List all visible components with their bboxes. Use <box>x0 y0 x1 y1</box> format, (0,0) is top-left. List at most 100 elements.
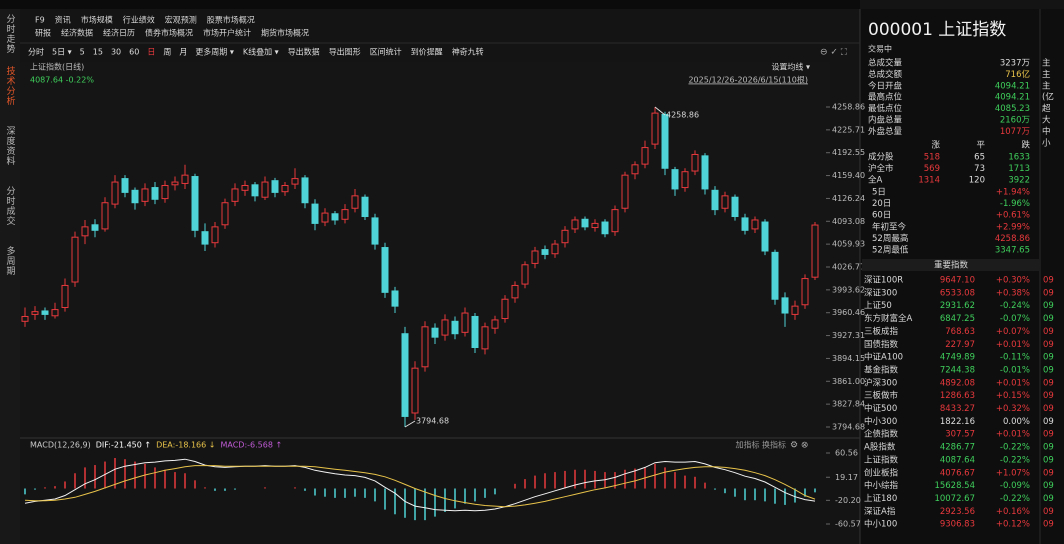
menu-item[interactable]: 经济日历 <box>103 28 135 38</box>
menu-item[interactable]: 行业绩效 <box>123 15 155 25</box>
index-name[interactable]: 沪深300 <box>864 377 897 388</box>
index-change: -0.22% <box>1000 455 1030 465</box>
menu-item[interactable]: 经济数据 <box>61 28 93 38</box>
index-change: +0.38% <box>996 288 1030 298</box>
breadth-value: 65 <box>974 153 985 163</box>
date-range: 2025/12/26-2026/6/15(110根) <box>688 75 808 85</box>
toolbar-item[interactable]: 导出数据 <box>288 47 320 57</box>
y-tick-label: -20.20 <box>835 496 861 505</box>
index-price: 6847.25 <box>940 314 975 324</box>
index-change: 0.00% <box>1003 417 1030 427</box>
stat-value: 716亿 <box>1005 69 1030 80</box>
candle-body <box>731 196 739 218</box>
candle-body <box>501 298 509 320</box>
index-name[interactable]: 深证300 <box>864 288 897 298</box>
candle-body <box>71 236 79 283</box>
toolbar-item[interactable]: 到价提醒 <box>411 47 443 57</box>
index-change: +0.15% <box>996 391 1030 401</box>
candle-body <box>561 229 569 244</box>
toolbar-item[interactable]: 60 <box>129 48 139 57</box>
y-tick-label: 4159.40 <box>832 171 865 180</box>
y-tick-label: 3993.62 <box>832 285 865 294</box>
breadth-value: 3922 <box>1008 176 1030 186</box>
index-name[interactable]: 创业板指 <box>864 467 899 478</box>
candle-body <box>21 315 29 322</box>
perf-value: 3347.65 <box>995 246 1030 256</box>
index-name[interactable]: 深证100R <box>864 276 903 286</box>
sidebar-tab[interactable]: 深度资料 <box>5 126 16 166</box>
menu-item[interactable]: 宏观预测 <box>165 15 197 25</box>
index-name[interactable]: 中小100 <box>864 519 897 530</box>
y-tick-label: 3861.00 <box>832 377 865 386</box>
index-name[interactable]: 东方财富全A <box>864 313 913 324</box>
macd-tools[interactable]: 加指标 换指标 <box>735 440 786 450</box>
index-change: -0.24% <box>1000 301 1030 311</box>
menu-item[interactable]: 研报 <box>35 28 51 38</box>
candle-body <box>211 226 219 244</box>
index-name[interactable]: 深证A指 <box>864 506 896 517</box>
clipped-text: 09 <box>1043 430 1054 440</box>
sidebar-tab[interactable]: 多周期 <box>5 245 16 276</box>
sidebar-tab[interactable]: 技术分析 <box>5 65 16 106</box>
candle-body <box>641 147 649 165</box>
index-name[interactable]: 三板做市 <box>864 390 899 401</box>
clipped-text: 主 <box>1042 69 1051 80</box>
breadth-header: 涨 <box>931 140 940 151</box>
index-name[interactable]: 上证180 <box>864 494 897 504</box>
index-price: 4076.67 <box>940 468 975 478</box>
y-tick-label: 19.17 <box>835 473 858 482</box>
ma-setting[interactable]: 设置均线 ▾ <box>771 62 810 72</box>
perf-value: 4258.86 <box>995 234 1030 244</box>
toolbar-item[interactable]: 月 <box>179 48 187 57</box>
index-name[interactable]: 中小300 <box>864 416 897 427</box>
index-header: 重要指数 <box>934 260 969 271</box>
toolbar-item[interactable]: 导出图形 <box>329 47 361 57</box>
candle-body <box>451 320 459 335</box>
index-price: 2931.62 <box>940 301 975 311</box>
y-tick-label: 4192.55 <box>832 148 865 157</box>
candle-body <box>591 222 599 229</box>
index-name[interactable]: 中小综指 <box>864 480 899 491</box>
index-name[interactable]: 三板成指 <box>864 326 899 337</box>
toolbar-item[interactable]: K线叠加 ▾ <box>243 47 279 57</box>
y-tick-label: 3827.84 <box>832 400 865 409</box>
index-name[interactable]: A股指数 <box>864 442 896 453</box>
index-name[interactable]: 上证指数 <box>864 454 899 465</box>
menu-item[interactable]: 股票市场概况 <box>207 15 255 25</box>
clipped-text: 09 <box>1043 276 1054 286</box>
toolbar-item[interactable]: 5日 ▾ <box>52 48 72 57</box>
menu-item[interactable]: 资讯 <box>55 15 71 25</box>
menu-item[interactable]: 市场开户统计 <box>203 28 251 38</box>
menu-item[interactable]: 期货市场概况 <box>261 28 309 38</box>
index-name[interactable]: 基金指数 <box>864 364 899 375</box>
sidebar-tab[interactable]: 分时成交 <box>5 186 16 226</box>
stat-label: 外盘总量 <box>868 126 903 137</box>
toolbar-item[interactable]: 日 <box>147 48 155 57</box>
index-name[interactable]: 中证500 <box>864 403 897 414</box>
menu-item[interactable]: 债券市场概况 <box>145 28 193 38</box>
candle-body <box>161 184 169 200</box>
menu-item[interactable]: 市场规模 <box>81 15 113 25</box>
candle-body <box>661 113 669 169</box>
menu-item[interactable]: F9 <box>35 16 45 25</box>
index-change: -0.01% <box>1000 365 1030 375</box>
sidebar-tab[interactable]: 分时走势 <box>5 14 16 54</box>
index-price: 1822.16 <box>940 417 975 427</box>
index-name[interactable]: 企债指数 <box>864 429 899 440</box>
toolbar-item[interactable]: 30 <box>111 48 121 57</box>
toolbar-item[interactable]: 15 <box>93 48 103 57</box>
index-name[interactable]: 国债指数 <box>864 339 899 350</box>
toolbar-icons[interactable]: ⊖ ✓ ⛶ <box>820 47 848 58</box>
breadth-header: 跌 <box>1021 140 1030 151</box>
candle-body <box>761 221 769 252</box>
clipped-text: 09 <box>1043 327 1054 337</box>
macd-icons[interactable]: ⚙ ⊗ <box>790 441 808 451</box>
index-name[interactable]: 上证50 <box>864 301 892 311</box>
toolbar-item[interactable]: 更多周期 ▾ <box>195 47 234 57</box>
index-name[interactable]: 中证A100 <box>864 352 903 363</box>
toolbar-item[interactable]: 区间统计 <box>370 47 402 57</box>
toolbar-item[interactable]: 分时 <box>28 47 44 57</box>
toolbar-item[interactable]: 周 <box>163 48 171 57</box>
toolbar-item[interactable]: 5 <box>80 48 85 57</box>
toolbar-item[interactable]: 神奇九转 <box>452 47 484 57</box>
